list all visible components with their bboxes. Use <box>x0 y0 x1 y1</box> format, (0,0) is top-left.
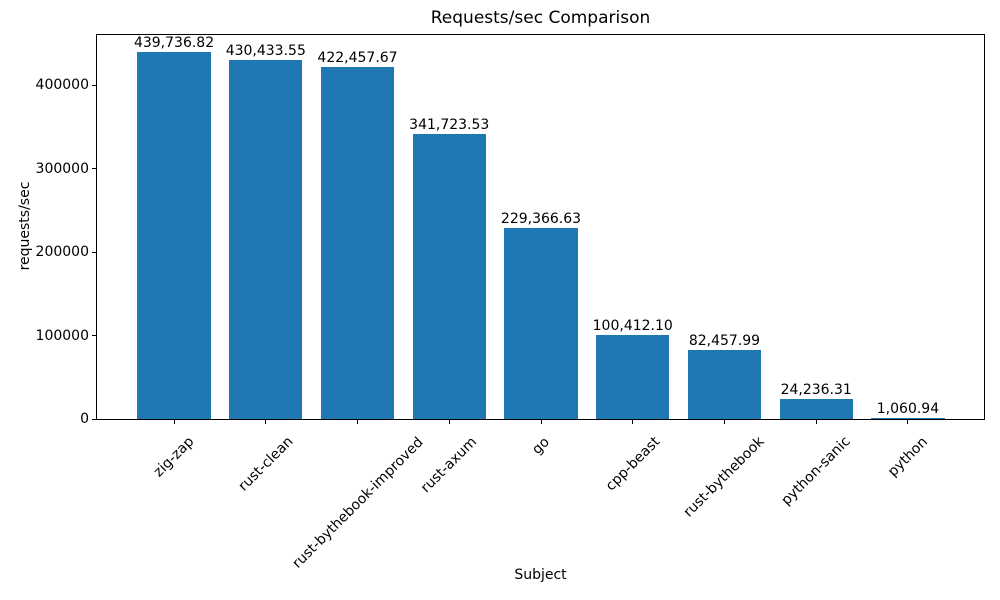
x-tick-label: cpp-beast <box>602 433 663 495</box>
x-tick-label: rust-axum <box>418 434 481 497</box>
bar-value-label: 100,412.10 <box>592 318 673 335</box>
bar-value-label: 430,433.55 <box>225 43 306 60</box>
bar <box>596 335 670 419</box>
bar-value-label: 24,236.31 <box>780 381 852 398</box>
y-tick-label: 0 <box>80 411 89 427</box>
bar-value-label: 82,457.99 <box>688 333 761 350</box>
x-tick-mark <box>723 420 725 424</box>
bar-value-label: 422,457.67 <box>317 49 398 66</box>
x-tick-label: zig-zap <box>150 433 198 481</box>
bar <box>687 350 762 419</box>
y-tick-label: 200000 <box>35 244 89 261</box>
x-tick-mark <box>540 420 542 424</box>
y-tick-mark <box>92 168 96 170</box>
x-tick-mark <box>632 420 634 424</box>
y-tick-mark <box>92 84 96 86</box>
bar <box>504 227 578 419</box>
x-tick-label: rust-bythebook-improved <box>288 433 427 572</box>
x-tick-mark <box>815 420 817 424</box>
x-tick-mark <box>907 420 909 424</box>
y-tick-mark <box>92 418 96 420</box>
bar-value-label: 229,366.63 <box>500 210 582 227</box>
x-tick-label: go <box>529 433 553 458</box>
x-tick-label: python-sanic <box>778 433 854 510</box>
x-tick-mark <box>357 420 359 424</box>
y-tick-mark <box>92 251 96 253</box>
bar <box>871 418 945 419</box>
x-tick-label: python <box>884 434 931 480</box>
x-tick-label: rust-bythebook <box>681 434 768 521</box>
bar <box>320 66 395 419</box>
bar <box>412 134 486 419</box>
bar <box>137 52 211 419</box>
x-tick-mark <box>448 420 450 424</box>
y-tick-label: 100000 <box>35 327 89 344</box>
bar-value-label: 341,723.53 <box>409 117 490 134</box>
y-tick-label: 400000 <box>35 77 89 94</box>
bar <box>229 60 303 419</box>
bar-value-label: 1,060.94 <box>876 401 940 417</box>
y-tick-mark <box>92 335 96 337</box>
x-axis-title: Subject <box>514 567 567 583</box>
chart-title: Requests/sec Comparison <box>430 8 651 28</box>
x-tick-mark <box>173 420 175 424</box>
x-tick-mark <box>265 420 267 424</box>
x-tick-label: rust-clean <box>235 433 297 495</box>
bar <box>779 398 853 419</box>
bar-value-label: 439,736.82 <box>133 35 215 52</box>
y-tick-label: 300000 <box>35 160 89 177</box>
